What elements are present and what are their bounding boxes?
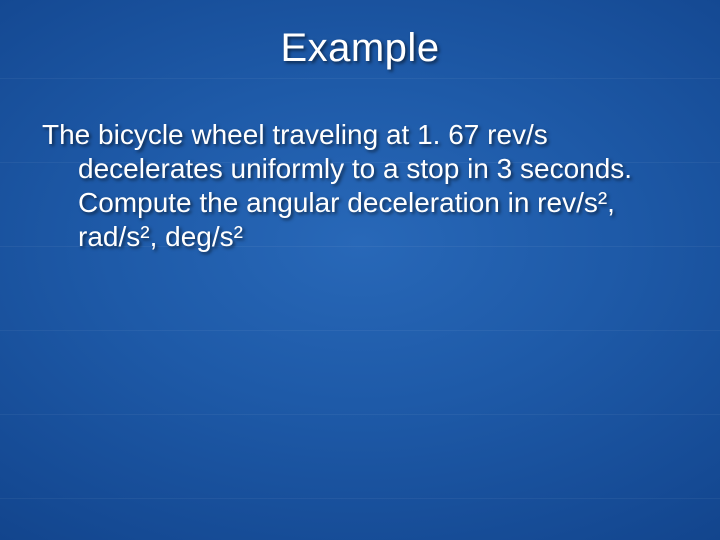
slide-body-text: The bicycle wheel traveling at 1. 67 rev… bbox=[42, 118, 678, 255]
background-gridlines bbox=[0, 0, 720, 540]
slide: Example The bicycle wheel traveling at 1… bbox=[0, 0, 720, 540]
slide-body: The bicycle wheel traveling at 1. 67 rev… bbox=[42, 118, 678, 255]
slide-title: Example bbox=[0, 26, 720, 71]
